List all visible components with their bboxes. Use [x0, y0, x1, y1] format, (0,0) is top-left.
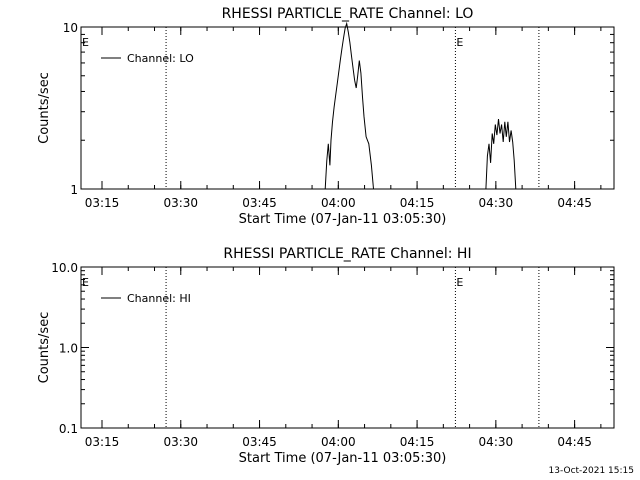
y-axis-label: Counts/sec: [37, 72, 52, 144]
event-marker: E: [456, 276, 463, 289]
x-tick-label: 04:30: [479, 435, 514, 449]
x-tick-label: 04:30: [479, 196, 514, 210]
chart-panel-1: RHESSI PARTICLE_RATE Channel: LO 03:15 03:…: [37, 6, 615, 227]
plot-timestamp: 13-Oct-2021 15:15: [548, 466, 634, 476]
x-tick-label: 03:30: [163, 196, 198, 210]
y-tick-label: 10: [63, 21, 78, 35]
y-tick-label: 0.1: [59, 422, 78, 436]
chart-title: RHESSI PARTICLE_RATE Channel: LO: [222, 6, 474, 22]
x-tick-label: 04:45: [557, 196, 592, 210]
y-tick-label: 10.0: [51, 261, 78, 275]
y-tick-label: 1.0: [59, 342, 78, 356]
x-tick-label: 04:00: [321, 435, 356, 449]
event-marker: E: [82, 36, 89, 49]
x-tick-label: 04:15: [400, 196, 435, 210]
x-tick-label: 03:45: [242, 435, 277, 449]
series-line: [324, 21, 517, 190]
x-axis-label: Start Time (07-Jan-11 03:05:30): [239, 212, 447, 227]
event-marker: E: [456, 36, 463, 49]
x-tick-label: 03:45: [242, 196, 277, 210]
x-tick-label: 03:15: [85, 196, 120, 210]
y-axis-label: Counts/sec: [37, 312, 52, 384]
chart-title: RHESSI PARTICLE_RATE Channel: HI: [223, 246, 471, 262]
x-tick-label: 04:15: [400, 435, 435, 449]
x-axis-label: Start Time (07-Jan-11 03:05:30): [239, 451, 447, 466]
x-tick-label: 04:45: [557, 435, 592, 449]
chart-panel-2: RHESSI PARTICLE_RATE Channel: HI 03:15 03:…: [37, 246, 615, 466]
event-marker: E: [82, 276, 89, 289]
x-tick-label: 03:30: [163, 435, 198, 449]
x-tick-label: 04:00: [321, 196, 356, 210]
legend-label: Channel: HI: [127, 292, 191, 305]
y-tick-label: 1: [70, 183, 78, 197]
x-tick-label: 03:15: [85, 435, 120, 449]
legend-label: Channel: LO: [127, 52, 194, 65]
